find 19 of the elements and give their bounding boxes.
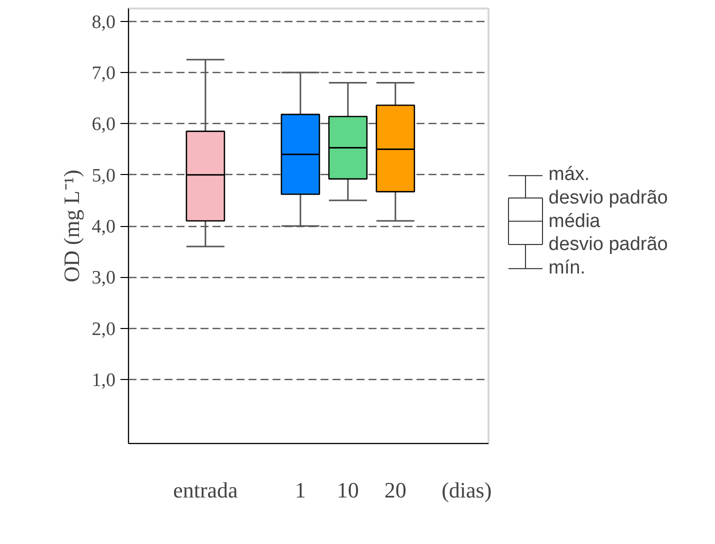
text: média xyxy=(548,210,601,232)
y-tick-label: 8,0 xyxy=(92,12,116,33)
x-tick-label: 10 xyxy=(336,478,359,502)
y-axis-title: OD (mg L⁻¹) xyxy=(58,170,84,282)
y-tick-label: 2,0 xyxy=(92,318,116,340)
x-tick-label: 1 xyxy=(294,478,306,502)
y-tick-label: 3,0 xyxy=(92,268,116,289)
y-tick-label: 5,0 xyxy=(92,165,116,186)
x-axis-title: (dias) xyxy=(442,478,492,502)
text: desvio padrão xyxy=(548,188,668,209)
y-tick-label: 4,0 xyxy=(92,216,116,238)
x-tick-label: 20 xyxy=(384,478,406,502)
x-tick-label: entrada xyxy=(173,478,238,502)
text: máx. xyxy=(548,164,590,186)
y-tick-label: 7,0 xyxy=(92,62,116,84)
y-tick-label: 1,0 xyxy=(92,370,116,392)
text: desvio padrão xyxy=(548,234,668,256)
text: mín. xyxy=(548,257,586,278)
y-tick-label: 6,0 xyxy=(92,114,116,136)
